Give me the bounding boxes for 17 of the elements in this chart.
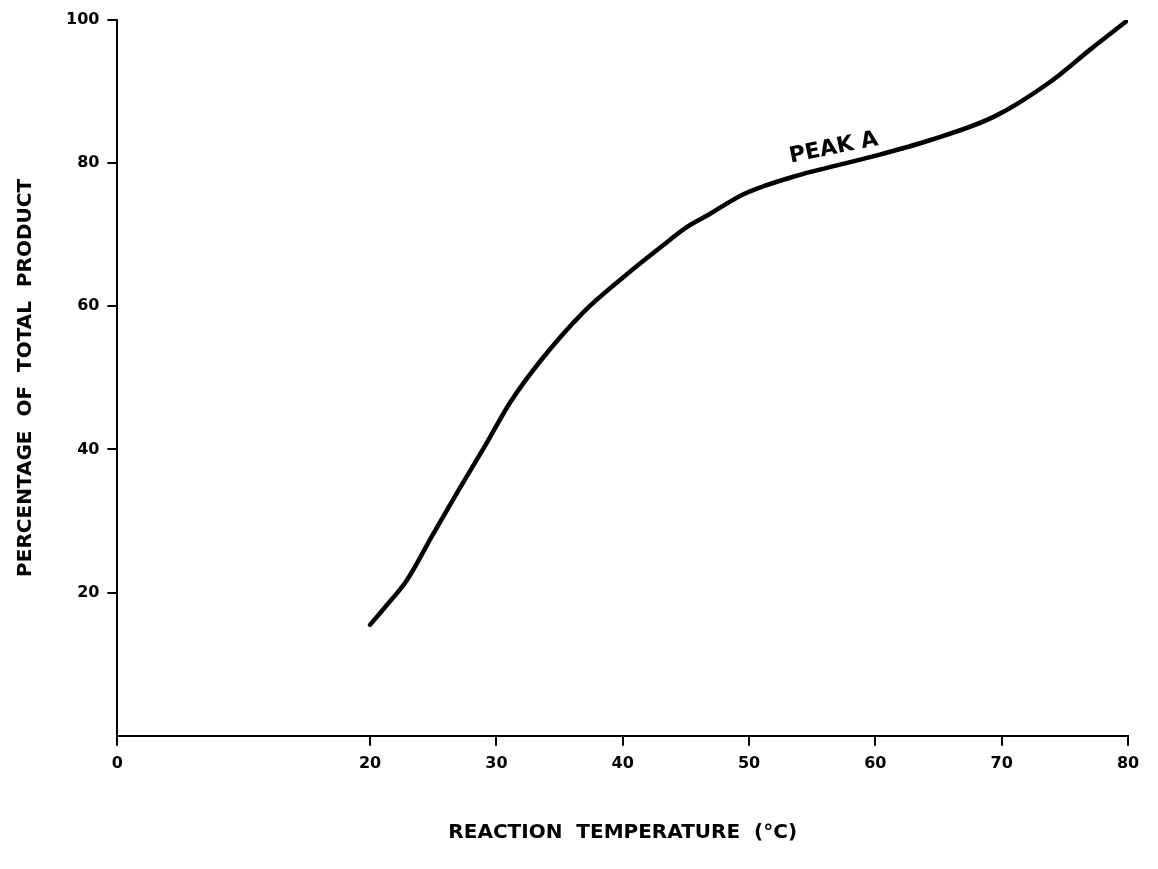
x-tick-label: 70	[990, 752, 1013, 772]
x-tick-label: 50	[737, 752, 761, 772]
y-tick-label: 20	[77, 581, 100, 601]
y-tick-label: 100	[65, 9, 100, 29]
y-axis-title: PERCENTAGE OF TOTAL PRODUCT	[12, 178, 37, 577]
x-tick-label: 80	[1116, 752, 1140, 772]
line-series	[367, 20, 1128, 628]
x-tick-label: 40	[611, 752, 634, 772]
x-axis-title: REACTION TEMPERATURE (°C)	[448, 819, 798, 844]
y-tick-label: 80	[77, 152, 100, 172]
annotation: PEAK A	[786, 125, 880, 168]
y-tick-label: 60	[77, 295, 100, 315]
y-tick-label: 40	[77, 438, 100, 458]
x-tick-label: 60	[864, 752, 887, 772]
x-tick-label: 0	[111, 752, 123, 772]
x-tick-label: 20	[358, 752, 382, 772]
x-tick-label: 30	[485, 752, 508, 772]
